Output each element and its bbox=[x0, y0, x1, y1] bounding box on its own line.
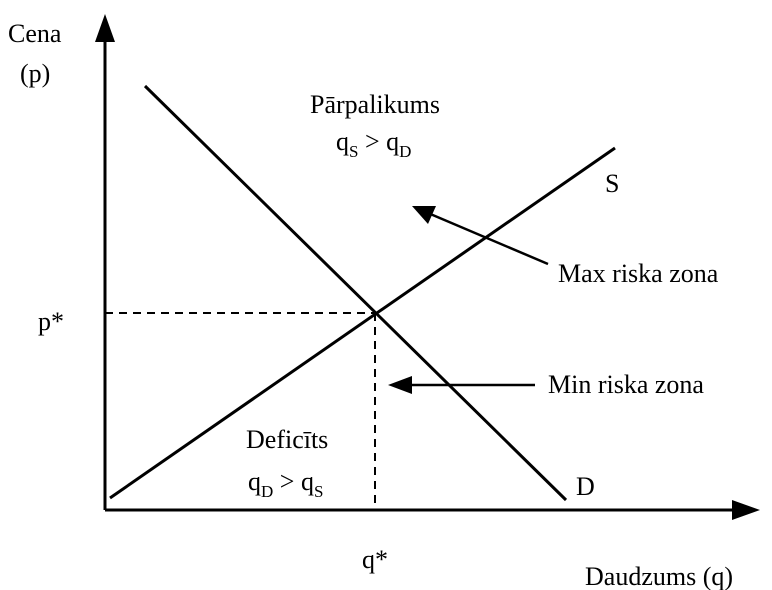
min-zone-arrowhead bbox=[388, 376, 412, 394]
cond-part: > q bbox=[358, 127, 399, 156]
surplus-condition: qS > qD bbox=[336, 127, 411, 161]
demand-label: D bbox=[576, 472, 595, 501]
p-star-label: p* bbox=[38, 307, 64, 336]
y-axis-label: Cena bbox=[8, 19, 62, 48]
cond-part: q bbox=[248, 467, 261, 496]
min-zone-label: Min riska zona bbox=[548, 370, 704, 399]
max-zone-arrow bbox=[427, 211, 549, 266]
supply-line bbox=[109, 146, 616, 500]
cond-sub: D bbox=[261, 482, 273, 501]
x-axis-label: Daudzums (q) bbox=[585, 562, 733, 590]
y-axis-arrow bbox=[95, 14, 115, 42]
deficit-title: Deficīts bbox=[246, 425, 328, 454]
surplus-title: Pārpalikums bbox=[310, 90, 440, 119]
y-axis-label: (p) bbox=[20, 59, 50, 88]
max-zone-label: Max riska zona bbox=[558, 259, 719, 288]
supply-label: S bbox=[605, 169, 619, 198]
cond-sub: S bbox=[314, 482, 323, 501]
cond-sub: S bbox=[349, 142, 358, 161]
max-zone-arrowhead bbox=[412, 206, 436, 224]
cond-part: > q bbox=[273, 467, 314, 496]
deficit-condition: qD > qS bbox=[248, 467, 323, 501]
cond-sub: D bbox=[399, 142, 411, 161]
q-star-label: q* bbox=[362, 545, 388, 574]
demand-line bbox=[143, 84, 568, 502]
cond-part: q bbox=[336, 127, 349, 156]
x-axis-arrow bbox=[732, 500, 760, 520]
